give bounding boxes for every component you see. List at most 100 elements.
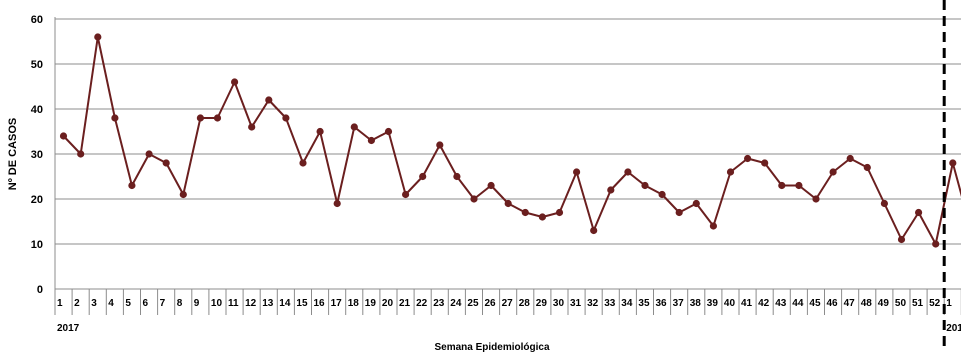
data-point: [111, 114, 118, 121]
data-point: [744, 155, 751, 162]
x-tick-label: 2: [74, 298, 80, 309]
data-point: [607, 186, 614, 193]
x-tick-label: 40: [724, 298, 736, 309]
data-point: [932, 240, 939, 247]
x-tick-label: 43: [775, 298, 787, 309]
x-tick-label: 9: [194, 298, 200, 309]
x-tick-label: 21: [399, 298, 411, 309]
data-point: [676, 209, 683, 216]
data-point: [231, 78, 238, 85]
axes: [55, 17, 961, 315]
data-point: [436, 141, 443, 148]
data-point: [146, 150, 153, 157]
x-tick-label: 51: [912, 298, 924, 309]
data-point: [214, 114, 221, 121]
x-tick-label: 44: [792, 298, 804, 309]
x-tick-label: 39: [707, 298, 719, 309]
x-tick-label: 36: [656, 298, 668, 309]
data-point: [180, 191, 187, 198]
data-point: [505, 200, 512, 207]
data-point: [385, 128, 392, 135]
x-tick-label: 42: [758, 298, 770, 309]
y-tick-label: 60: [31, 14, 43, 26]
data-point: [402, 191, 409, 198]
data-point: [898, 236, 905, 243]
data-point: [949, 159, 956, 166]
y-tick-label: 30: [31, 149, 43, 161]
data-point: [556, 209, 563, 216]
data-point: [847, 155, 854, 162]
data-point: [727, 168, 734, 175]
x-tick-label: 23: [433, 298, 445, 309]
data-point: [77, 150, 84, 157]
x-axis-label: Semana Epidemiológica: [434, 342, 549, 352]
x-tick-label: 33: [604, 298, 616, 309]
x-tick-label: 46: [827, 298, 839, 309]
x-tick-label: 37: [673, 298, 685, 309]
data-point: [368, 137, 375, 144]
data-point: [282, 114, 289, 121]
data-point: [641, 182, 648, 189]
x-tick-label: 30: [553, 298, 565, 309]
data-point: [317, 128, 324, 135]
data-point: [830, 168, 837, 175]
x-tick-label: 18: [348, 298, 360, 309]
y-tick-label: 0: [37, 284, 43, 296]
data-point: [265, 96, 272, 103]
x-tick-label: 28: [519, 298, 531, 309]
data-point: [94, 33, 101, 40]
data-point: [761, 159, 768, 166]
data-point: [419, 173, 426, 180]
x-tick-label: 24: [450, 298, 462, 309]
data-point: [334, 200, 341, 207]
data-point: [470, 195, 477, 202]
data-point: [522, 209, 529, 216]
x-tick-label: 1: [57, 298, 63, 309]
x-tick-label: 25: [467, 298, 479, 309]
x-tick-label: 35: [638, 298, 650, 309]
x-tick-label: 17: [331, 298, 343, 309]
x-tick-label: 41: [741, 298, 753, 309]
data-point: [573, 168, 580, 175]
data-point: [163, 159, 170, 166]
x-tick-label: 12: [245, 298, 257, 309]
x-tick-label: 22: [416, 298, 428, 309]
data-point: [812, 195, 819, 202]
x-tick-label: 29: [536, 298, 548, 309]
x-tick-label: 52: [929, 298, 941, 309]
x-tick-label: 31: [570, 298, 582, 309]
x-tick-label: 6: [143, 298, 149, 309]
data-point: [590, 227, 597, 234]
x-tick-label: 20: [382, 298, 394, 309]
x-tick-label: 38: [690, 298, 702, 309]
data-point: [197, 114, 204, 121]
x-tick-label: 26: [485, 298, 497, 309]
x-tick-label: 1: [946, 298, 952, 309]
x-tick-label: 15: [296, 298, 308, 309]
data-point: [881, 200, 888, 207]
y-axis-label: Nº DE CASOS: [7, 118, 19, 190]
y-tick-label: 20: [31, 194, 43, 206]
data-point: [659, 191, 666, 198]
x-tick-label: 11: [228, 298, 239, 309]
x-tick-label: 14: [279, 298, 291, 309]
data-point: [128, 182, 135, 189]
x-tick-label: 19: [365, 298, 377, 309]
series-layer: [64, 37, 961, 244]
data-point: [453, 173, 460, 180]
x-tick-label: 50: [895, 298, 907, 309]
data-point: [60, 132, 67, 139]
x-tick-label: 16: [314, 298, 326, 309]
x-tick-label: 7: [160, 298, 166, 309]
data-point: [248, 123, 255, 130]
data-point: [693, 200, 700, 207]
y-tick-label: 50: [31, 59, 43, 71]
data-point: [299, 159, 306, 166]
x-tick-label: 4: [108, 298, 114, 309]
year-label: 2017: [57, 323, 80, 334]
data-point: [778, 182, 785, 189]
